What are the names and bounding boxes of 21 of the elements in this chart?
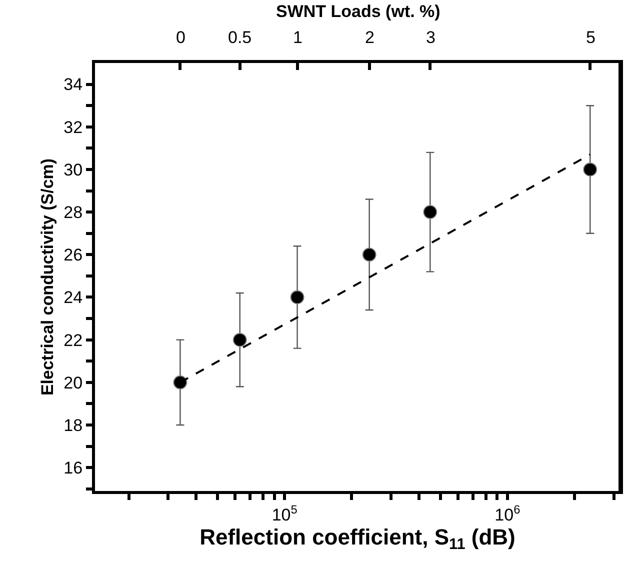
y-tick-label: 34 xyxy=(64,75,83,94)
x-tick-label: 10$^{5}$ xyxy=(272,502,298,524)
y-tick-label: 30 xyxy=(64,160,83,180)
text: 5 xyxy=(586,28,596,47)
y-tick-label: 18 xyxy=(64,416,83,435)
y-tick-label: 22 xyxy=(64,330,83,350)
text: 3 xyxy=(426,28,436,47)
y-tick-label: 24 xyxy=(64,288,83,308)
y-tick-label: 26 xyxy=(64,246,83,265)
y-tick-label: 20 xyxy=(64,373,83,392)
text: 0.5 xyxy=(228,28,252,47)
y-axis-title: Electrical conductivity (S/cm) xyxy=(38,158,58,396)
y-tick-label: 28 xyxy=(64,203,83,222)
text: 2 xyxy=(365,28,374,47)
text: 1 xyxy=(293,28,302,47)
x-tick-label: 10$^{6}$ xyxy=(494,502,521,524)
x-axis-title: Reflection coefficient, S$_{11}$ (dB) xyxy=(200,524,516,554)
y-tick-label: 16 xyxy=(64,458,83,478)
text: 0 xyxy=(176,28,186,47)
x2-axis-title: SWNT Loads (wt. %) xyxy=(276,2,440,21)
y-tick-label: 32 xyxy=(64,118,83,137)
